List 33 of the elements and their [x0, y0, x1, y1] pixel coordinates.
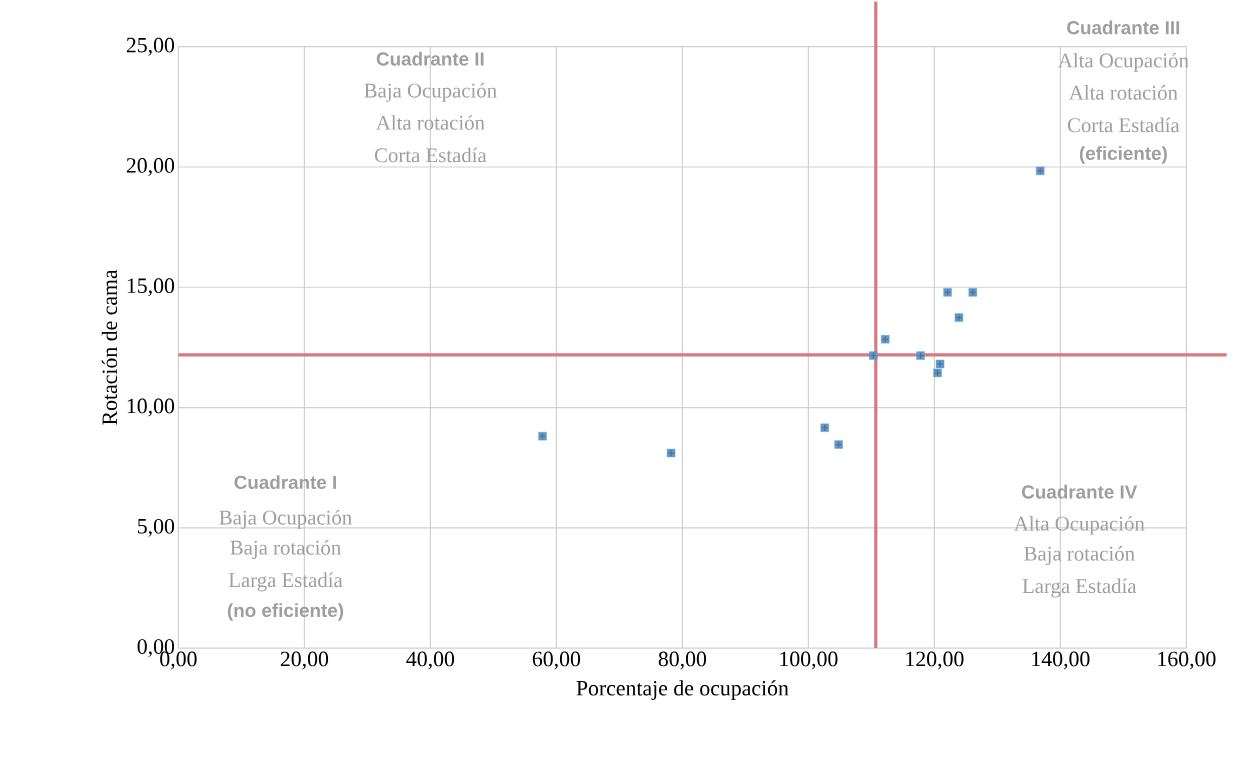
x-axis-title: Porcentaje de ocupación	[576, 679, 789, 700]
annotation: Cuadrante II	[376, 51, 484, 66]
annotation: Baja Ocupación	[219, 509, 352, 529]
x-tick-label: 100,00	[780, 651, 838, 670]
y-tick-label: 5,00	[138, 518, 175, 537]
text: Cuadrante III	[1067, 20, 1180, 35]
x-tick-label: 60,00	[532, 651, 581, 670]
annotation: Alta Ocupación	[1058, 52, 1189, 72]
annotation: Cuadrante IV	[1022, 484, 1138, 499]
annotation: (eficiente)	[1079, 145, 1167, 164]
x-tick-label: 80,00	[658, 651, 707, 670]
y-tick-label: 15,00	[127, 278, 175, 296]
y-tick-label: 20,00	[126, 157, 175, 176]
x-tick-label: 160,00	[1158, 651, 1216, 670]
annotation: Alta rotación	[376, 114, 485, 130]
x-tick-label: 120,00	[906, 651, 964, 670]
annotation: Cuadrante I	[234, 474, 336, 489]
x-tick-label: 40,00	[406, 651, 455, 670]
annotation: Alta Ocupación	[1013, 515, 1145, 535]
annotation: Baja rotación	[230, 539, 341, 559]
y-tick-label: 25,00	[126, 37, 175, 56]
annotation: Larga Estadía	[228, 572, 343, 592]
annotation: Corta Estadía	[374, 147, 487, 163]
x-tick-label: 140,00	[1032, 651, 1090, 670]
annotation: Baja Ocupación	[364, 82, 497, 102]
annotation: (no eficiente)	[227, 603, 344, 621]
annotation: Larga Estadía	[1022, 578, 1137, 598]
y-axis-title: Rotación de cama	[101, 269, 118, 425]
x-tick-label: 20,00	[280, 651, 329, 670]
annotation: Alta rotación	[1069, 84, 1178, 100]
annotation: Corta Estadía	[1067, 117, 1180, 132]
annotation: Baja rotación	[1024, 545, 1135, 565]
y-tick-label: 10,00	[127, 398, 175, 417]
